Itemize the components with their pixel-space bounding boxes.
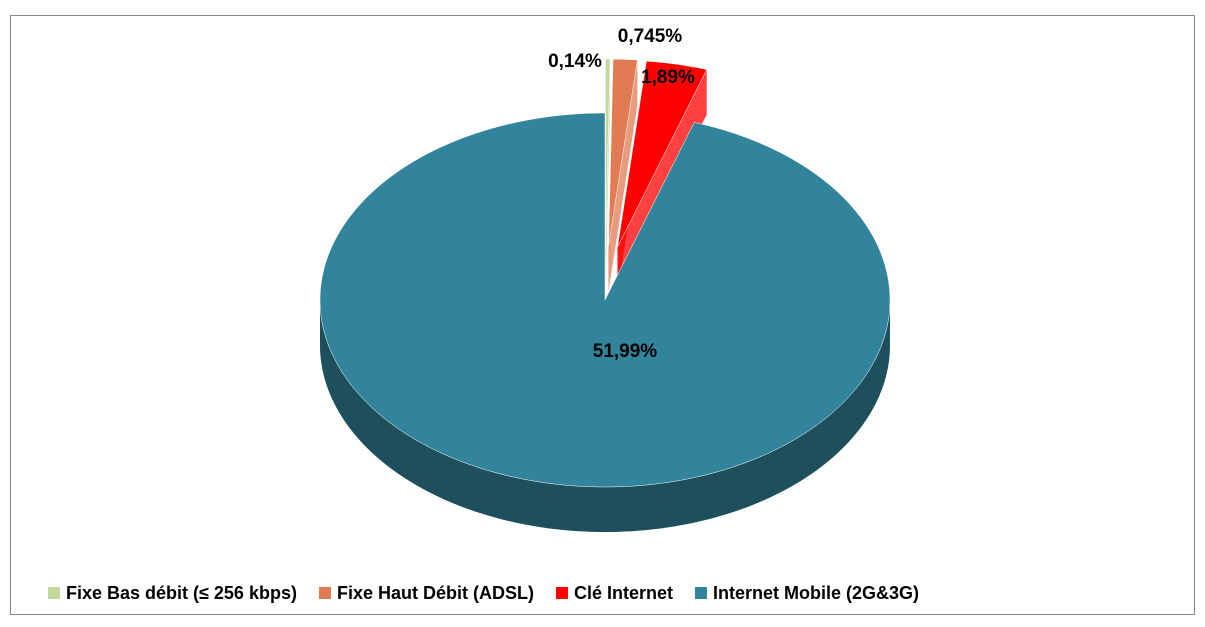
legend-label: Fixe Bas débit (≤ 256 kbps) (66, 583, 297, 603)
legend-swatch (318, 587, 331, 599)
data-label: 0,745% (618, 26, 683, 47)
slice-wall (608, 60, 638, 292)
data-label: 0,14% (548, 51, 602, 72)
slice (605, 58, 611, 247)
data-label: 1,89% (641, 67, 695, 88)
legend-label: Fixe Haut Débit (ADSL) (337, 583, 534, 603)
slice-side-shade (320, 300, 890, 532)
data-label: 51,99% (593, 341, 658, 362)
legend-swatch (48, 587, 60, 599)
slice (608, 58, 638, 247)
slice-side (320, 300, 890, 532)
slice (617, 60, 708, 248)
legend-swatch (695, 587, 707, 599)
slice (319, 112, 891, 488)
slice-wall (605, 59, 611, 292)
legend-swatch (555, 587, 568, 599)
legend-label: Clé Internet (574, 583, 673, 603)
legend-label: Internet Mobile (2G&3G) (713, 583, 919, 603)
